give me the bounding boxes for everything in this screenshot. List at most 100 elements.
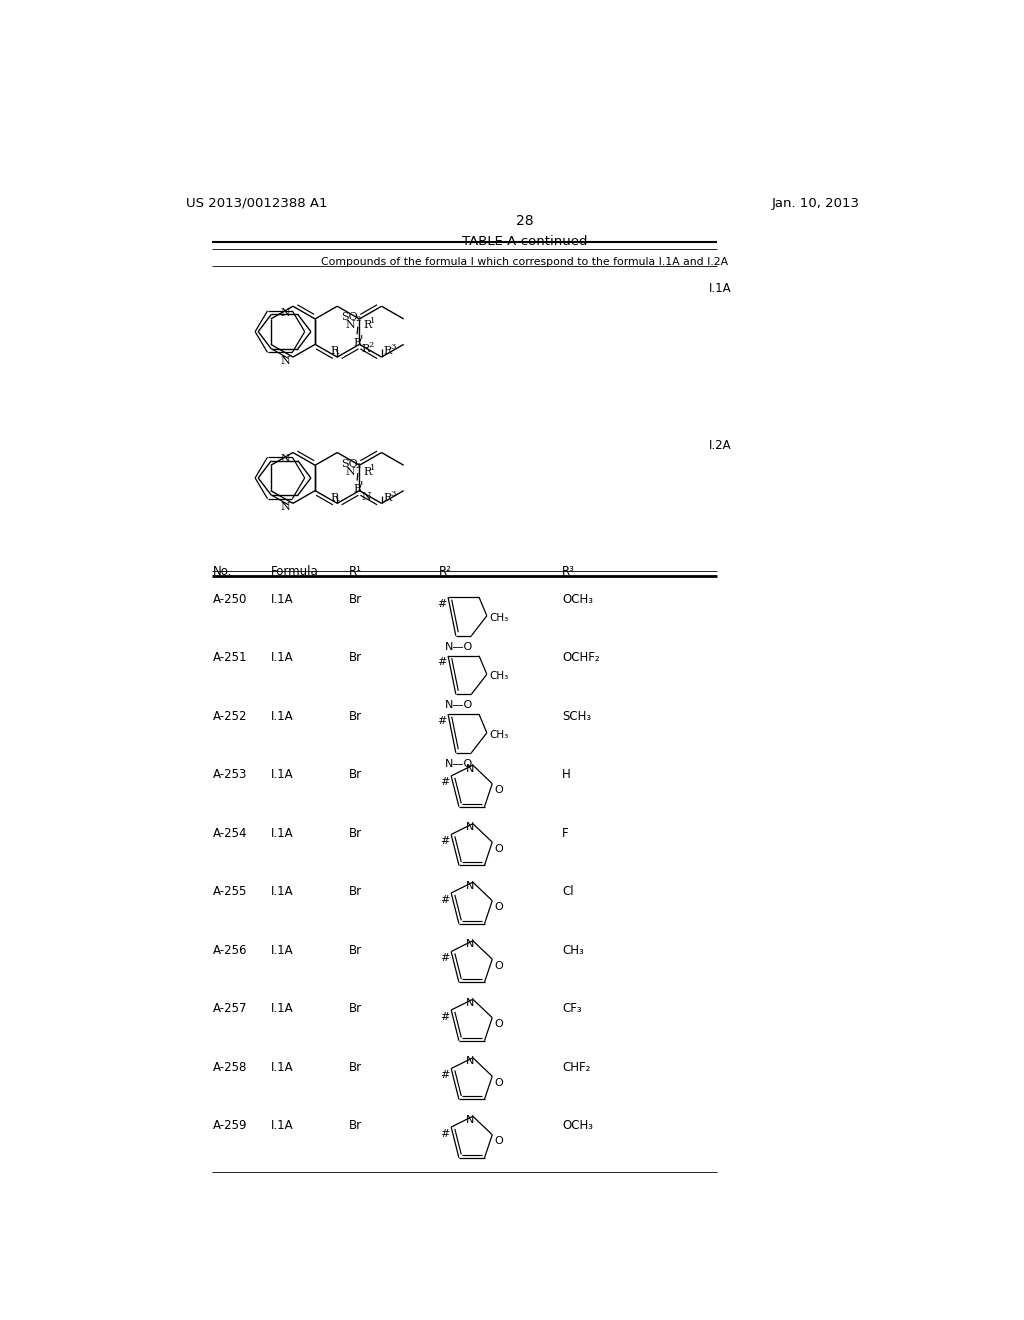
Text: Br: Br	[349, 1119, 362, 1133]
Text: I.1A: I.1A	[271, 593, 294, 606]
Text: O: O	[495, 843, 504, 854]
Text: 1: 1	[371, 317, 376, 326]
Text: N: N	[466, 880, 475, 891]
Text: N: N	[466, 1114, 475, 1125]
Text: 2: 2	[369, 342, 374, 350]
Text: A-258: A-258	[213, 1061, 248, 1074]
Text: Br: Br	[349, 886, 362, 899]
Text: R: R	[383, 492, 391, 503]
Text: A-254: A-254	[213, 826, 248, 840]
Text: I.1A: I.1A	[271, 944, 294, 957]
Text: N: N	[346, 321, 355, 330]
Text: I.1A: I.1A	[271, 1119, 294, 1133]
Text: R: R	[353, 338, 361, 348]
Text: N: N	[466, 1056, 475, 1067]
Text: 28: 28	[516, 214, 534, 228]
Text: Br: Br	[349, 768, 362, 781]
Text: US 2013/0012388 A1: US 2013/0012388 A1	[186, 197, 328, 210]
Text: Br: Br	[349, 651, 362, 664]
Text: N: N	[281, 308, 290, 318]
Text: #: #	[440, 1129, 450, 1139]
Text: R: R	[364, 321, 372, 330]
Text: A-252: A-252	[213, 710, 248, 723]
Text: CHF₂: CHF₂	[562, 1061, 591, 1074]
Text: I.1A: I.1A	[271, 826, 294, 840]
Text: ': '	[360, 335, 364, 348]
Text: N: N	[466, 940, 475, 949]
Text: O: O	[495, 961, 504, 970]
Text: Formula: Formula	[271, 565, 319, 578]
Text: #: #	[440, 1011, 450, 1022]
Text: I.1A: I.1A	[271, 1061, 294, 1074]
Text: I.1A: I.1A	[271, 651, 294, 664]
Text: N: N	[281, 355, 290, 366]
Text: N: N	[281, 502, 290, 512]
Text: Br: Br	[349, 944, 362, 957]
Text: CH₃: CH₃	[562, 944, 584, 957]
Text: #: #	[437, 599, 446, 609]
Text: I.1A: I.1A	[271, 710, 294, 723]
Text: Jan. 10, 2013: Jan. 10, 2013	[771, 197, 859, 210]
Text: O: O	[495, 785, 504, 795]
Text: #: #	[440, 1071, 450, 1080]
Text: No.: No.	[213, 565, 232, 578]
Text: #: #	[440, 777, 450, 788]
Text: N: N	[466, 763, 475, 774]
Text: #: #	[440, 953, 450, 964]
Text: CH₃: CH₃	[489, 671, 508, 681]
Text: Br: Br	[349, 1002, 362, 1015]
Text: N—O: N—O	[445, 759, 473, 770]
Text: R: R	[330, 346, 338, 356]
Text: N—O: N—O	[445, 701, 473, 710]
Text: H: H	[562, 768, 570, 781]
Text: Br: Br	[349, 1061, 362, 1074]
Text: R: R	[383, 346, 391, 356]
Text: I.1A: I.1A	[710, 281, 732, 294]
Text: N: N	[361, 492, 372, 502]
Text: 3: 3	[390, 343, 395, 351]
Text: R: R	[361, 345, 370, 354]
Text: N—O: N—O	[445, 642, 473, 652]
Text: R: R	[330, 492, 338, 503]
Text: R¹: R¹	[349, 565, 361, 578]
Text: R³: R³	[562, 565, 574, 578]
Text: TABLE A-continued: TABLE A-continued	[462, 235, 588, 248]
Text: O: O	[495, 1137, 504, 1146]
Text: Compounds of the formula I which correspond to the formula I.1A and I.2A: Compounds of the formula I which corresp…	[322, 257, 728, 267]
Text: CH₃: CH₃	[489, 612, 508, 623]
Text: I.1A: I.1A	[271, 1002, 294, 1015]
Text: R: R	[364, 467, 372, 477]
Text: ': '	[360, 482, 364, 495]
Text: 2: 2	[355, 462, 360, 470]
Text: 2: 2	[355, 315, 360, 323]
Text: #: #	[437, 657, 446, 668]
Text: A-259: A-259	[213, 1119, 248, 1133]
Text: SO: SO	[341, 459, 357, 469]
Text: Br: Br	[349, 826, 362, 840]
Text: N: N	[466, 998, 475, 1007]
Text: A-256: A-256	[213, 944, 248, 957]
Text: A-253: A-253	[213, 768, 248, 781]
Text: O: O	[495, 1019, 504, 1030]
Text: Cl: Cl	[562, 886, 573, 899]
Text: O: O	[495, 903, 504, 912]
Text: N: N	[346, 467, 355, 477]
Text: A-251: A-251	[213, 651, 248, 664]
Text: Br: Br	[349, 710, 362, 723]
Text: I.1A: I.1A	[271, 768, 294, 781]
Text: 3: 3	[390, 490, 395, 498]
Text: CH₃: CH₃	[489, 730, 508, 739]
Text: #: #	[440, 836, 450, 846]
Text: R: R	[353, 484, 361, 495]
Text: OCH₃: OCH₃	[562, 1119, 593, 1133]
Text: SO: SO	[341, 313, 357, 322]
Text: OCHF₂: OCHF₂	[562, 651, 600, 664]
Text: A-255: A-255	[213, 886, 248, 899]
Text: O: O	[495, 1077, 504, 1088]
Text: #: #	[440, 895, 450, 904]
Text: I.1A: I.1A	[271, 886, 294, 899]
Text: A-250: A-250	[213, 593, 248, 606]
Text: CF₃: CF₃	[562, 1002, 582, 1015]
Text: OCH₃: OCH₃	[562, 593, 593, 606]
Text: N: N	[281, 454, 290, 465]
